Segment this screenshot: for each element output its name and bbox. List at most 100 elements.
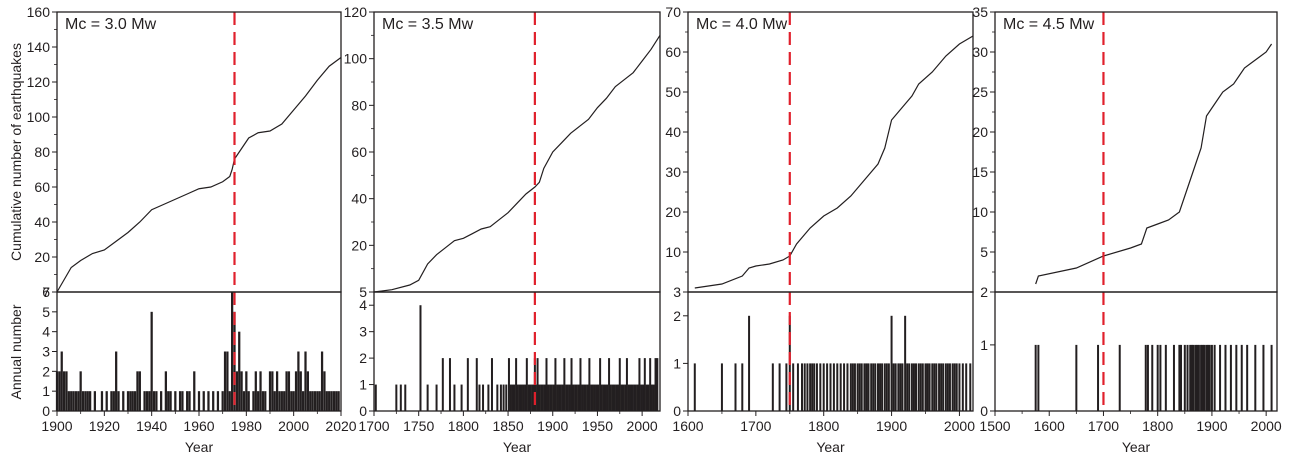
annual-bar	[872, 363, 875, 411]
annual-bar	[155, 391, 158, 411]
x-axis-label: Year	[503, 439, 532, 455]
annual-bar	[809, 363, 812, 411]
annual-bar	[145, 391, 149, 411]
annual-bar	[543, 384, 546, 411]
annual-bar	[629, 384, 632, 411]
annual-bar	[283, 391, 286, 411]
annual-bar	[330, 391, 333, 411]
annual-bar	[631, 384, 634, 411]
cumulative-line	[373, 35, 661, 293]
annual-bar	[1197, 344, 1200, 411]
annual-bar	[325, 391, 328, 411]
annual-bar	[1205, 344, 1208, 411]
y-tick-label: 20	[351, 237, 367, 253]
annual-bar	[627, 384, 630, 411]
annual-bar	[216, 391, 220, 411]
annual-bar	[618, 358, 621, 411]
cumulative-axes-frame	[373, 11, 661, 293]
annual-bar	[292, 391, 295, 411]
annual-bar	[453, 384, 456, 411]
annual-bar	[181, 391, 184, 411]
annual-bar	[540, 384, 543, 411]
cumulative-line	[694, 35, 974, 289]
annual-bar	[89, 391, 92, 411]
annual-bar	[870, 363, 873, 411]
annual-bar	[174, 391, 177, 411]
annual-bar	[879, 363, 882, 411]
annual-bar	[568, 384, 571, 411]
annual-bar	[579, 358, 582, 411]
annual-y-tick-label: 4	[359, 297, 367, 313]
annual-bar	[550, 384, 553, 411]
x-tick-label: 1700	[358, 418, 389, 434]
annual-bar	[609, 384, 612, 411]
annual-y-tick-label: 2	[359, 350, 367, 366]
annual-bar	[197, 391, 201, 411]
annual-bar	[894, 363, 897, 411]
annual-y-tick-label: 1	[980, 337, 988, 353]
annual-y-tick-label: 1	[359, 377, 367, 393]
annual-bar	[490, 358, 493, 411]
annual-bar	[611, 384, 614, 411]
annual-bar	[332, 391, 336, 411]
annual-bar	[1229, 344, 1232, 411]
annual-bar	[1210, 344, 1213, 411]
y-tick-label: 20	[34, 249, 50, 265]
annual-bar	[278, 391, 281, 411]
annual-bar	[881, 363, 884, 411]
annual-bar	[235, 371, 238, 411]
annual-bar	[649, 358, 652, 411]
annual-bar	[1183, 344, 1186, 411]
annual-bar	[863, 363, 866, 411]
annual-bar	[904, 315, 907, 411]
annual-bar	[502, 384, 505, 411]
annual-bar	[602, 384, 605, 411]
annual-bar	[615, 384, 618, 411]
annual-bar	[538, 384, 541, 411]
annual-axes-frame	[373, 291, 661, 412]
annual-bar	[1156, 344, 1159, 411]
y-tick-label: 10	[665, 244, 681, 260]
x-tick-label: 1850	[492, 418, 523, 434]
cumulative-line	[1035, 43, 1273, 285]
annual-bar	[164, 371, 167, 411]
annual-bar	[921, 363, 924, 411]
annual-bar	[953, 363, 956, 411]
panel-1: Mc = 3.0 Mw 20 40 60 80 100 120 140 160 7 0 1 2 3 4 5 6 1…	[27, 4, 357, 455]
y-tick-label: 5	[359, 284, 367, 300]
x-tick-label: 1960	[183, 418, 214, 434]
x-tick-label: 1600	[1034, 418, 1065, 434]
cumulative-line	[56, 57, 342, 293]
annual-bar	[245, 371, 248, 411]
annual-bar	[1224, 344, 1227, 411]
annual-bar	[285, 371, 288, 411]
annual-bar	[566, 384, 569, 411]
annual-bar	[554, 358, 557, 411]
annual-bar	[915, 363, 917, 411]
annual-bar	[223, 351, 227, 411]
y-tick-label: 2	[980, 284, 988, 300]
annual-bar	[935, 363, 938, 411]
annual-bar	[860, 363, 863, 411]
annual-bar	[801, 363, 803, 411]
annual-bar	[460, 384, 463, 411]
annual-bar	[917, 363, 920, 411]
annual-axes-frame	[994, 291, 1278, 412]
annual-bar	[570, 358, 573, 411]
annual-bar	[313, 391, 317, 411]
annual-bar	[940, 363, 943, 411]
annual-bar	[58, 371, 61, 411]
y-tick-label: 20	[665, 204, 681, 220]
annual-bar	[518, 384, 521, 411]
annual-bar	[129, 391, 132, 411]
annual-bar	[616, 384, 619, 411]
y-tick-label: 25	[972, 84, 988, 100]
y-tick-label: 30	[972, 44, 988, 60]
annual-bar	[448, 358, 451, 411]
annual-bar	[115, 351, 118, 411]
annual-bar	[652, 384, 655, 411]
y-tick-label: 5	[980, 244, 988, 260]
annual-bar	[574, 384, 577, 411]
annual-bar	[188, 391, 191, 411]
